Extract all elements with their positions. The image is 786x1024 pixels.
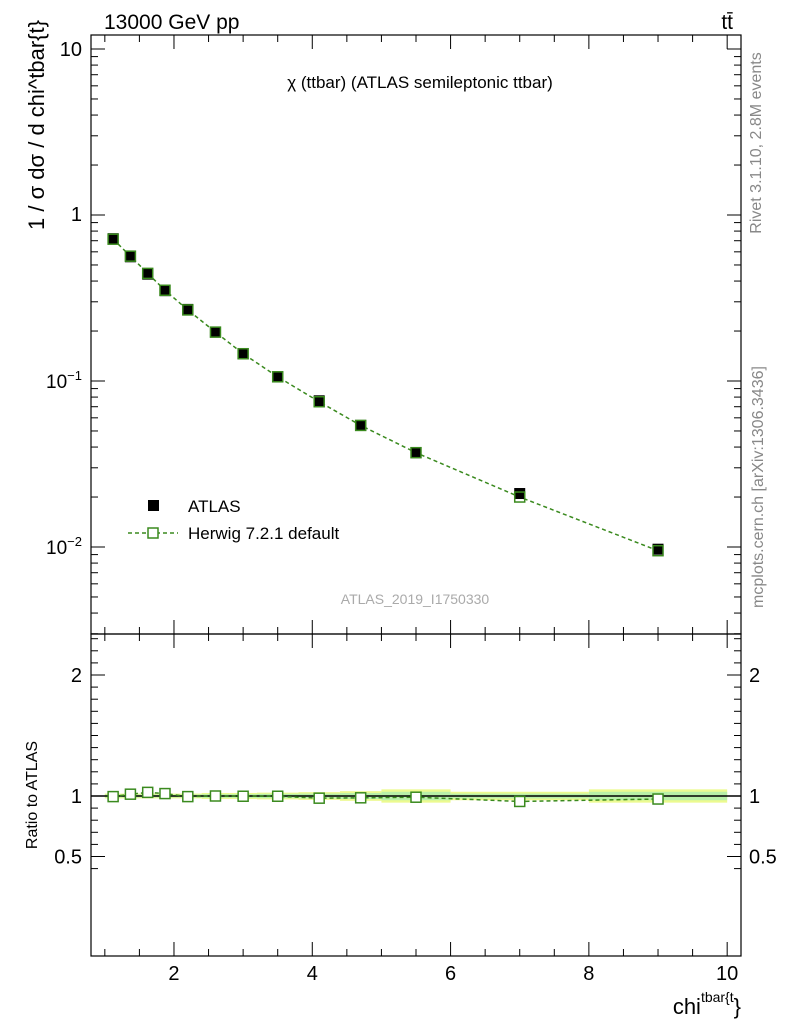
ratio-y-tick-label-1-right: 1 <box>749 786 760 808</box>
y-tick-label-0.01: 10−2 <box>46 534 82 559</box>
atlas-point <box>272 371 284 383</box>
ratio-point <box>410 791 422 803</box>
atlas-point <box>159 285 171 297</box>
ratio-point <box>313 792 325 804</box>
main-y-tick-labels: 10 1 10−1 10−2 <box>46 39 82 559</box>
x-tick-label: 8 <box>583 963 594 985</box>
herwig-point <box>513 491 526 503</box>
ratio-point <box>513 795 526 808</box>
x-tick-labels: 2 4 6 8 10 <box>168 963 738 985</box>
ratio-point <box>354 792 367 804</box>
atlas-point <box>237 348 249 360</box>
plot-title: χ (ttbar) (ATLAS semileptonic ttbar) <box>287 73 553 92</box>
ratio-panel: Ratio to ATLAS 2 1 0.5 2 1 0.5 2 4 6 8 10 ch… <box>24 633 777 1019</box>
herwig-point <box>354 419 367 432</box>
ratio-point <box>124 788 137 800</box>
ratio-y-tick-label-0.5-left: 0.5 <box>54 847 82 869</box>
atlas-point <box>124 251 136 263</box>
ratio-y-tick-label-2-right: 2 <box>749 665 760 687</box>
herwig-point <box>237 347 249 360</box>
ratio-point <box>652 793 664 805</box>
ratio-point <box>182 790 194 803</box>
x-tick-label: 6 <box>445 963 456 985</box>
process-label: tt̄ <box>721 11 733 34</box>
legend-herwig-label: Herwig 7.2.1 default <box>188 524 339 543</box>
ratio-point <box>209 790 222 802</box>
rivet-version-label: Rivet 3.1.10, 2.8M events <box>748 52 765 233</box>
atlas-point <box>313 395 325 407</box>
main-y-axis-label: 1 / σ dσ / d chi^tbar{t} <box>24 20 49 230</box>
ratio-point <box>271 790 284 802</box>
analysis-label: ATLAS_2019_I1750330 <box>341 591 490 607</box>
y-tick-label-0.1: 10−1 <box>46 368 82 393</box>
x-tick-label: 10 <box>716 963 738 985</box>
y-tick-label-10: 10 <box>60 39 82 61</box>
herwig-point <box>107 233 119 245</box>
ratio-point <box>159 787 171 800</box>
legend-atlas-label: ATLAS <box>188 497 241 516</box>
atlas-point <box>355 419 367 431</box>
ratio-y-tick-label-0.5-right: 0.5 <box>749 847 777 869</box>
mcplots-label: mcplots.cern.ch [arXiv:1306.3436] <box>750 366 767 608</box>
ratio-point <box>141 786 154 799</box>
ratio-axis-ticks <box>91 634 741 956</box>
herwig-point <box>159 284 171 297</box>
main-frame <box>90 34 742 635</box>
main-axis-ticks <box>91 35 741 635</box>
herwig-point <box>652 544 664 557</box>
energy-label: 13000 GeV pp <box>104 11 239 34</box>
ratio-y-tick-labels: 2 1 0.5 2 1 0.5 <box>54 665 777 869</box>
atlas-point <box>410 447 422 459</box>
ratio-y-tick-label-1-left: 1 <box>71 786 82 808</box>
ratio-data-marks <box>107 786 664 808</box>
atlas-point <box>652 543 664 555</box>
herwig-point <box>271 371 284 383</box>
x-tick-label: 2 <box>168 963 179 985</box>
atlas-point <box>209 326 221 338</box>
x-axis-label: chitbar{t} <box>673 989 741 1019</box>
x-tick-label: 4 <box>307 963 318 985</box>
herwig-point <box>141 267 154 280</box>
atlas-point <box>142 268 154 280</box>
atlas-point <box>107 233 119 245</box>
ratio-y-axis-label: Ratio to ATLAS <box>24 741 41 849</box>
atlas-point <box>514 488 526 500</box>
ratio-point <box>237 790 249 802</box>
ratio-point <box>107 790 119 803</box>
y-tick-label-1: 1 <box>71 204 82 226</box>
herwig-point <box>410 446 422 459</box>
ratio-y-tick-label-2-left: 2 <box>71 665 82 687</box>
legend-herwig-marker <box>147 527 159 539</box>
legend-atlas-marker <box>148 500 159 511</box>
herwig-point <box>209 326 222 338</box>
ratio-frame <box>90 633 742 957</box>
herwig-point <box>182 304 194 316</box>
main-data-marks <box>107 233 664 557</box>
legend: ATLAS Herwig 7.2.1 default <box>128 497 339 543</box>
atlas-point <box>182 303 194 315</box>
main-panel: χ (ttbar) (ATLAS semileptonic ttbar) ATL… <box>24 20 742 635</box>
herwig-point <box>124 250 137 262</box>
herwig-point <box>313 395 325 408</box>
